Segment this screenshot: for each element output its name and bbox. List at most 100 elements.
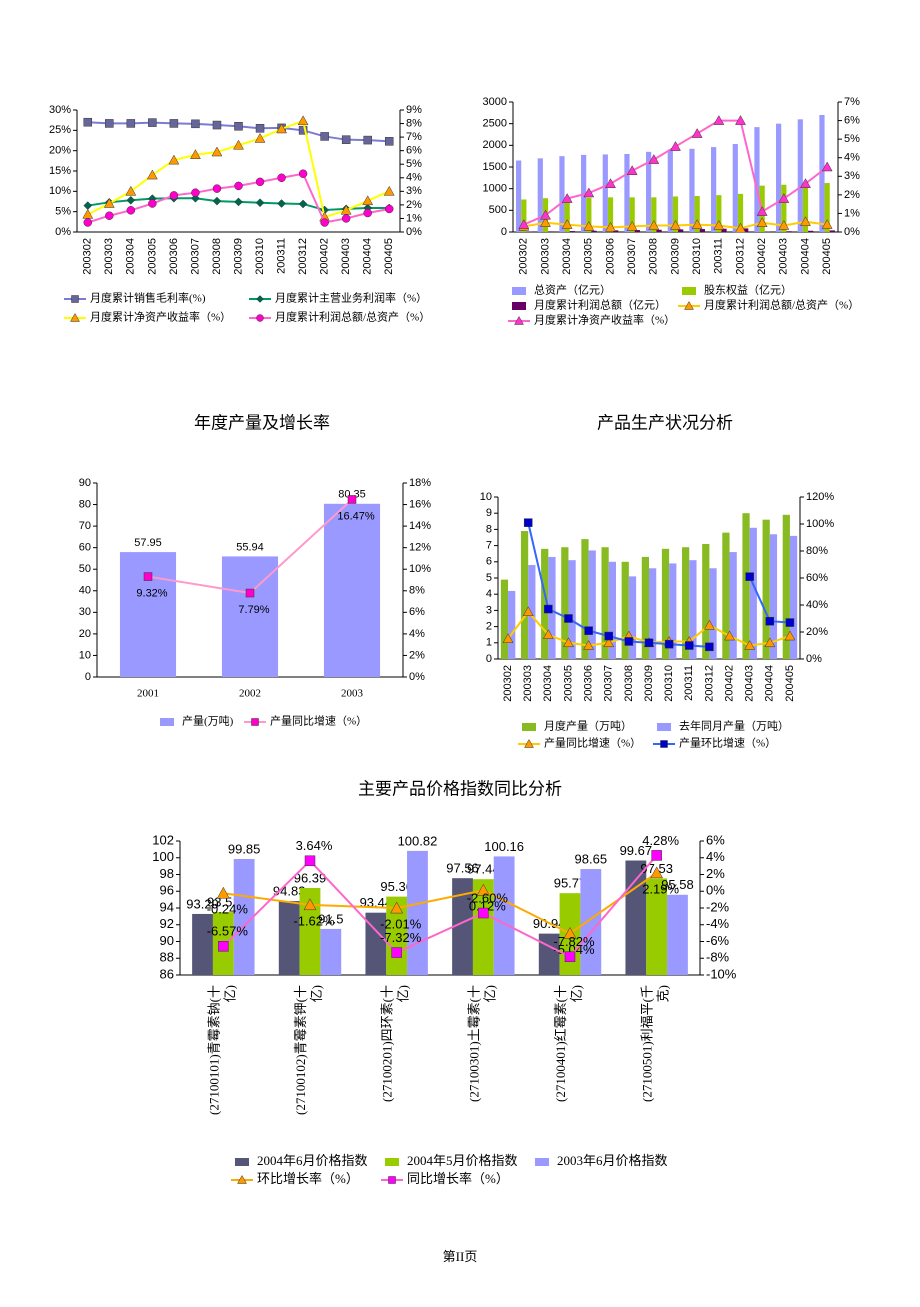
- y-tick-label: 30: [79, 606, 91, 618]
- y-tick-label: 88: [160, 950, 174, 965]
- y-tick-label: 10: [480, 491, 492, 503]
- bar: [624, 154, 629, 232]
- y-tick-label: 96: [160, 883, 174, 898]
- data-label: 98.65: [575, 851, 608, 866]
- x-tick-label: (27100102)青霉素钾(十亿): [293, 985, 324, 1115]
- label-line: 亿): [569, 985, 584, 1002]
- x-tick-label: 2002: [239, 688, 261, 700]
- bar: [629, 576, 636, 659]
- y2-tick-label: 0%: [706, 883, 725, 898]
- marker: [746, 573, 754, 581]
- x-tick-label: 200309: [232, 238, 244, 275]
- x-tick-label: 2003: [341, 688, 364, 700]
- marker: [605, 632, 613, 640]
- marker: [144, 573, 152, 581]
- y2-tick-label: 80%: [806, 545, 828, 557]
- marker: [84, 219, 92, 227]
- marker: [299, 200, 307, 208]
- bar: [830, 230, 835, 232]
- y-tick-label: 92: [160, 916, 174, 931]
- legend-label: 产量(万吨): [182, 714, 234, 728]
- bar: [279, 901, 300, 975]
- y-tick-label: 90: [79, 477, 91, 489]
- bar: [702, 544, 709, 659]
- x-tick-label: 200310: [663, 665, 675, 702]
- y2-tick-label: 9%: [406, 104, 422, 116]
- y2-tick-label: 7%: [844, 96, 860, 108]
- label-line: (27100501)利福平(千: [640, 985, 655, 1102]
- bar: [494, 856, 515, 975]
- marker: [671, 142, 681, 151]
- marker: [213, 185, 221, 193]
- y2-tick-label: 6%: [409, 606, 425, 618]
- marker: [625, 637, 633, 645]
- y2-tick-label: 6%: [406, 145, 422, 157]
- legend-label: 月度累计主营业务利润率（%）: [275, 291, 427, 305]
- legend-label: 月度累计利润总额/总资产（%）: [275, 310, 430, 324]
- marker: [392, 948, 402, 958]
- bar: [750, 528, 757, 659]
- marker: [235, 182, 243, 190]
- y2-tick-label: 4%: [706, 849, 725, 864]
- marker: [705, 643, 713, 651]
- legend-label: 产量同比增速（%）: [544, 736, 641, 750]
- legend-swatch: [657, 723, 671, 731]
- legend-label: 产量同比增速（%）: [270, 714, 367, 728]
- x-tick-label: 200309: [669, 238, 681, 275]
- data-label: 7.79%: [238, 604, 269, 616]
- legend-label: 总资产（亿元）: [534, 283, 611, 297]
- marker: [257, 315, 264, 322]
- bar: [790, 536, 797, 659]
- data-label: 100.82: [398, 833, 438, 848]
- y2-tick-label: 0%: [806, 653, 822, 665]
- x-tick-label: (27100401)红霉素(十亿): [553, 985, 584, 1102]
- x-tick-label: 200403: [778, 238, 790, 275]
- bar: [320, 929, 341, 975]
- bar: [678, 229, 683, 232]
- bar: [808, 231, 813, 232]
- x-tick-label: (27100201)四环素(十亿): [380, 985, 411, 1102]
- y2-tick-label: -6%: [706, 933, 730, 948]
- y-tick-label: 6: [486, 556, 492, 568]
- bar: [516, 161, 521, 233]
- legend-label: 月度产量（万吨）: [544, 719, 632, 733]
- y-tick-label: 2: [486, 621, 492, 633]
- marker: [299, 170, 307, 178]
- bar: [324, 504, 380, 677]
- y2-tick-label: -10%: [706, 966, 737, 981]
- marker: [766, 617, 774, 625]
- data-label: 16.47%: [337, 510, 375, 522]
- y2-tick-label: 5%: [406, 158, 422, 170]
- x-tick-label: 200405: [784, 665, 796, 702]
- legend-label: 月度累计销售毛利率(%): [90, 291, 206, 305]
- marker: [348, 495, 356, 503]
- x-tick-label: 200307: [189, 238, 201, 275]
- marker: [385, 137, 393, 145]
- y2-tick-label: 6%: [844, 114, 860, 126]
- y-tick-label: 98: [160, 866, 174, 881]
- legend-swatch: [385, 1158, 399, 1166]
- marker: [252, 719, 259, 726]
- legend-swatch: [682, 287, 696, 295]
- x-tick-label: 200404: [362, 238, 374, 275]
- legend-swatch: [512, 287, 526, 295]
- marker: [127, 119, 135, 127]
- x-tick-label: 200403: [340, 238, 352, 275]
- marker: [217, 887, 229, 898]
- legend-label: 2004年5月价格指数: [407, 1153, 518, 1168]
- y2-tick-label: 120%: [806, 491, 834, 503]
- marker: [321, 132, 329, 140]
- x-tick-label: 200302: [82, 238, 94, 275]
- y-tick-label: 2500: [483, 118, 507, 130]
- marker: [478, 908, 488, 918]
- y2-tick-label: 16%: [409, 498, 431, 510]
- bar: [700, 229, 705, 232]
- marker: [105, 119, 113, 127]
- bar: [776, 124, 781, 232]
- marker: [786, 619, 794, 627]
- y2-tick-label: 60%: [806, 572, 828, 584]
- legend-label: 去年同月产量（万吨）: [679, 719, 789, 733]
- data-label: 4.28%: [642, 833, 679, 848]
- marker: [72, 296, 79, 303]
- marker: [652, 850, 662, 860]
